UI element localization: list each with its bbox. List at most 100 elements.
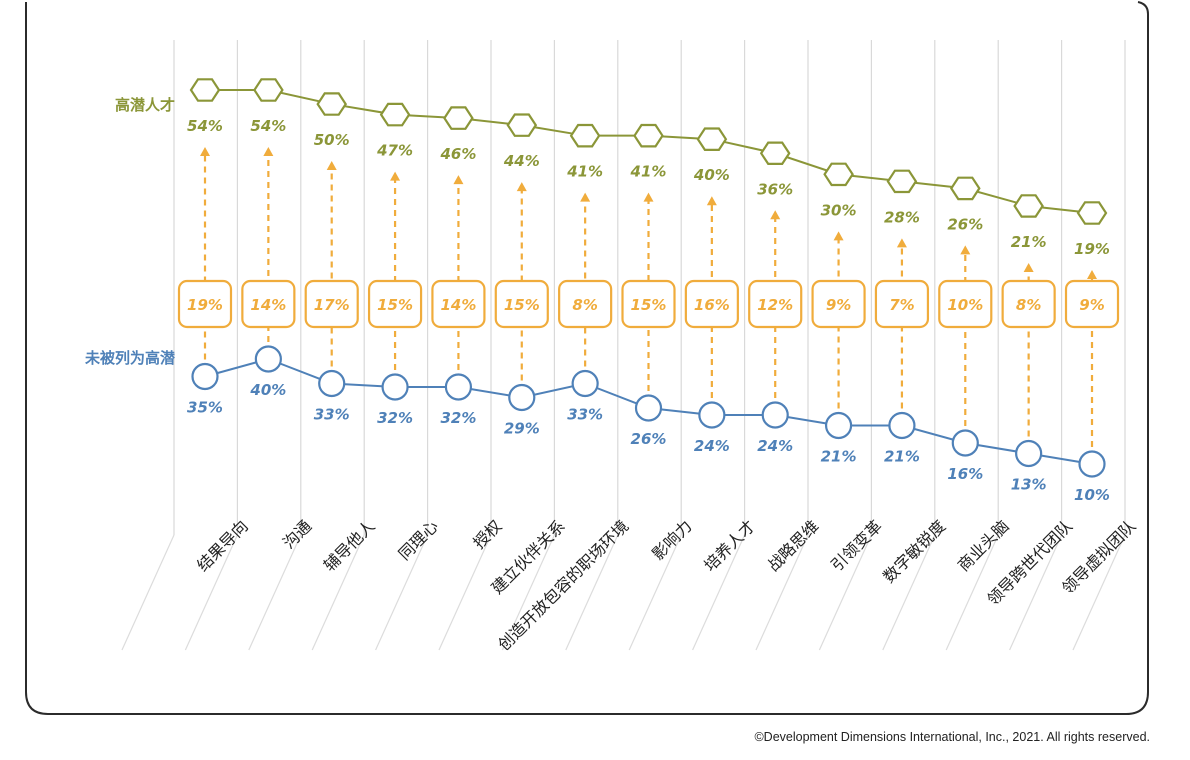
- bottom-series-marker: [1015, 439, 1043, 468]
- gap-arrow-head: [453, 175, 464, 185]
- gap-box: [177, 279, 233, 329]
- top-series-value: 41%: [566, 163, 603, 181]
- gap-arrow-head: [833, 231, 844, 241]
- gap-box: [621, 279, 676, 329]
- top-series-marker: [886, 169, 918, 194]
- top-series-marker: [569, 123, 601, 148]
- gridline-diagonal: [1072, 534, 1126, 651]
- gap-arrow-head: [1087, 270, 1097, 279]
- top-series-value: 30%: [821, 201, 857, 219]
- bottom-series-value: 35%: [187, 399, 223, 417]
- bottom-series-marker: [191, 362, 219, 391]
- top-series-value: 19%: [1074, 240, 1110, 258]
- category-label: 结果导向: [193, 516, 252, 575]
- gridline-diagonal: [438, 534, 492, 651]
- bottom-series-marker: [381, 373, 409, 401]
- gap-value: 9%: [1079, 296, 1104, 314]
- gap-box: [558, 279, 613, 329]
- chart-border: [25, 1, 1149, 715]
- top-series-value: 40%: [693, 166, 730, 184]
- gap-arrow-head: [516, 182, 527, 192]
- bottom-series-value: 33%: [314, 406, 350, 424]
- bottom-series-value: 16%: [947, 465, 983, 483]
- gap-box: [431, 279, 486, 329]
- gridline-diagonal: [501, 534, 555, 651]
- bottom-series-value: 24%: [757, 437, 793, 455]
- gap-value: 8%: [1016, 296, 1041, 314]
- top-series-name: 高潜人才: [115, 96, 175, 114]
- top-series-marker: [759, 141, 791, 165]
- bottom-series-marker: [824, 411, 853, 440]
- gap-value: 14%: [250, 296, 286, 314]
- gridline-diagonal: [248, 534, 302, 651]
- gap-value: 16%: [694, 296, 730, 314]
- top-series-marker: [506, 113, 538, 137]
- gap-box: [874, 279, 930, 329]
- top-series-marker: [823, 162, 854, 187]
- bottom-series-marker: [254, 345, 282, 373]
- gap-box: [494, 279, 549, 329]
- gridline-diagonal: [882, 534, 936, 651]
- category-label: 数字敏锐度: [879, 516, 949, 586]
- category-label: 创造开放包容的职场环境: [494, 516, 632, 654]
- bottom-series-marker: [761, 401, 789, 429]
- category-label: 辅导他人: [320, 516, 379, 575]
- gridline-diagonal: [945, 534, 999, 651]
- gap-box: [241, 279, 296, 329]
- top-series-value: 50%: [314, 131, 350, 149]
- top-series-value: 54%: [187, 117, 223, 135]
- gap-value: 8%: [572, 296, 597, 314]
- top-series-marker: [696, 127, 728, 151]
- gap-value: 12%: [757, 296, 793, 314]
- category-label: 引领变革: [827, 516, 886, 575]
- category-label: 战略思维: [764, 516, 823, 575]
- bottom-series-value: 29%: [504, 420, 540, 438]
- gap-value: 17%: [314, 296, 350, 314]
- copyright-notice: ©Development Dimensions International, I…: [754, 730, 1150, 744]
- bottom-series-marker: [444, 373, 473, 401]
- bottom-series-value: 13%: [1011, 476, 1047, 494]
- top-series-marker: [189, 78, 221, 102]
- gridline-diagonal: [628, 534, 682, 651]
- gridline-diagonal: [184, 534, 238, 651]
- gap-box: [304, 279, 359, 329]
- gap-arrow-head: [1023, 262, 1034, 272]
- top-series-value: 36%: [757, 180, 793, 198]
- top-series-marker: [379, 102, 411, 127]
- top-series-value: 26%: [947, 215, 983, 233]
- category-label: 商业头脑: [954, 516, 1013, 575]
- bottom-series-value: 32%: [440, 409, 476, 427]
- bottom-series-value: 33%: [567, 406, 603, 424]
- top-series-marker: [253, 78, 284, 102]
- bottom-series-marker: [571, 369, 599, 398]
- top-series-value: 47%: [376, 142, 413, 160]
- gap-value: 19%: [187, 296, 223, 314]
- bottom-series-marker: [318, 369, 346, 398]
- category-labels: 结果导向 沟通 辅导他人 同理心 授权建立伙伴关系创造开放包容的职场环境 影响力 培养人才战…: [193, 516, 1139, 654]
- top-series-value: 46%: [439, 145, 476, 163]
- top-series-marker: [1013, 194, 1044, 218]
- gap-box: [1001, 279, 1056, 329]
- gap-arrow-head: [960, 245, 971, 255]
- gap-value: 15%: [377, 296, 413, 314]
- gap-arrow-head: [643, 192, 654, 202]
- gap-arrow-head: [896, 238, 907, 248]
- gap-value: 10%: [947, 296, 983, 314]
- series-markers: [189, 78, 1108, 478]
- bottom-series-value: 32%: [377, 409, 413, 427]
- top-series-marker: [443, 106, 474, 130]
- top-series-marker: [1076, 201, 1108, 225]
- bottom-series-value: 21%: [821, 448, 857, 466]
- top-series-value: 44%: [503, 152, 540, 170]
- gridline-diagonal: [121, 534, 175, 651]
- gap-arrow-head: [390, 171, 401, 181]
- bottom-series-value: 10%: [1074, 486, 1110, 504]
- top-series-marker: [949, 176, 981, 201]
- bottom-series-value: 26%: [631, 430, 667, 448]
- gap-value: 7%: [889, 296, 914, 314]
- gridline-diagonal: [1009, 534, 1063, 651]
- gridline-diagonal: [375, 534, 429, 651]
- bottom-series-marker: [951, 429, 979, 457]
